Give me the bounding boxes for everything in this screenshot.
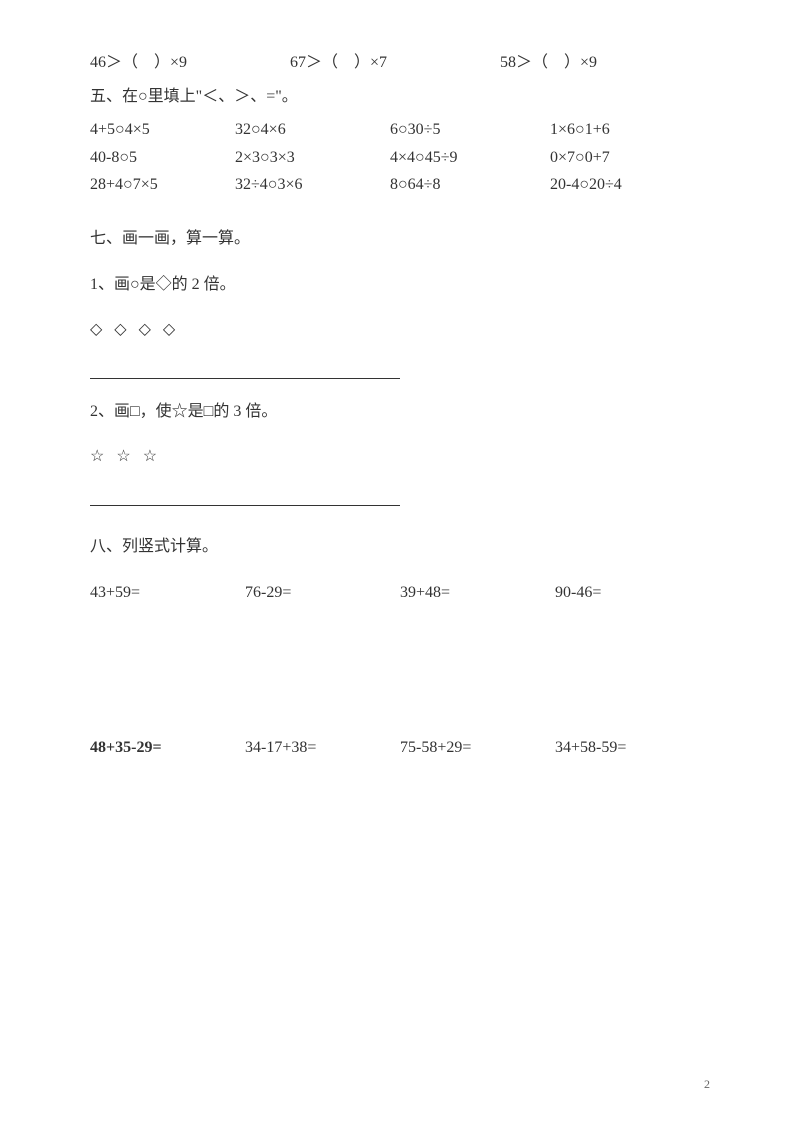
draw-item-2-label: 2、画□，使☆是□的 3 倍。 — [90, 399, 710, 425]
calc-cell: 34+58-59= — [555, 735, 710, 761]
inequality-item: 46＞（ ）×9 — [90, 50, 290, 76]
page-number: 2 — [704, 1077, 710, 1092]
compare-cell: 28+4○7×5 — [90, 172, 235, 198]
compare-cell: 0×7○0+7 — [550, 145, 610, 171]
draw-item-2-shapes: ☆ ☆ ☆ — [90, 444, 710, 470]
compare-cell: 8○64÷8 — [390, 172, 550, 198]
work-space — [90, 605, 710, 715]
compare-cell: 4×4○45÷9 — [390, 145, 550, 171]
compare-cell: 32○4×6 — [235, 117, 390, 143]
compare-row: 40-8○5 2×3○3×3 4×4○45÷9 0×7○0+7 — [90, 145, 710, 171]
calc-cell: 34-17+38= — [245, 735, 400, 761]
calc-row: 43+59= 76-29= 39+48= 90-46= — [90, 580, 710, 606]
calc-cell: 75-58+29= — [400, 735, 555, 761]
compare-cell: 1×6○1+6 — [550, 117, 610, 143]
answer-line — [90, 505, 400, 506]
draw-item-1-label: 1、画○是◇的 2 倍。 — [90, 272, 710, 298]
section-eight-title: 八、列竖式计算。 — [90, 534, 710, 560]
draw-item-1-shapes: ◇ ◇ ◇ ◇ — [90, 317, 710, 343]
calc-cell: 76-29= — [245, 580, 400, 606]
compare-cell: 40-8○5 — [90, 145, 235, 171]
inequality-item: 58＞（ ）×9 — [500, 50, 597, 76]
calc-cell: 90-46= — [555, 580, 710, 606]
compare-cell: 32÷4○3×6 — [235, 172, 390, 198]
compare-cell: 2×3○3×3 — [235, 145, 390, 171]
answer-line — [90, 378, 400, 379]
compare-cell: 20-4○20÷4 — [550, 172, 622, 198]
calc-cell: 43+59= — [90, 580, 245, 606]
compare-cell: 6○30÷5 — [390, 117, 550, 143]
calc-cell: 48+35-29= — [90, 735, 245, 761]
compare-row: 4+5○4×5 32○4×6 6○30÷5 1×6○1+6 — [90, 117, 710, 143]
section-five-title: 五、在○里填上"＜、＞、="。 — [90, 84, 710, 110]
section-seven-title: 七、画一画，算一算。 — [90, 226, 710, 252]
compare-row: 28+4○7×5 32÷4○3×6 8○64÷8 20-4○20÷4 — [90, 172, 710, 198]
calc-row: 48+35-29= 34-17+38= 75-58+29= 34+58-59= — [90, 735, 710, 761]
inequality-row: 46＞（ ）×9 67＞（ ）×7 58＞（ ）×9 — [90, 50, 710, 76]
inequality-item: 67＞（ ）×7 — [290, 50, 500, 76]
compare-cell: 4+5○4×5 — [90, 117, 235, 143]
calc-cell: 39+48= — [400, 580, 555, 606]
